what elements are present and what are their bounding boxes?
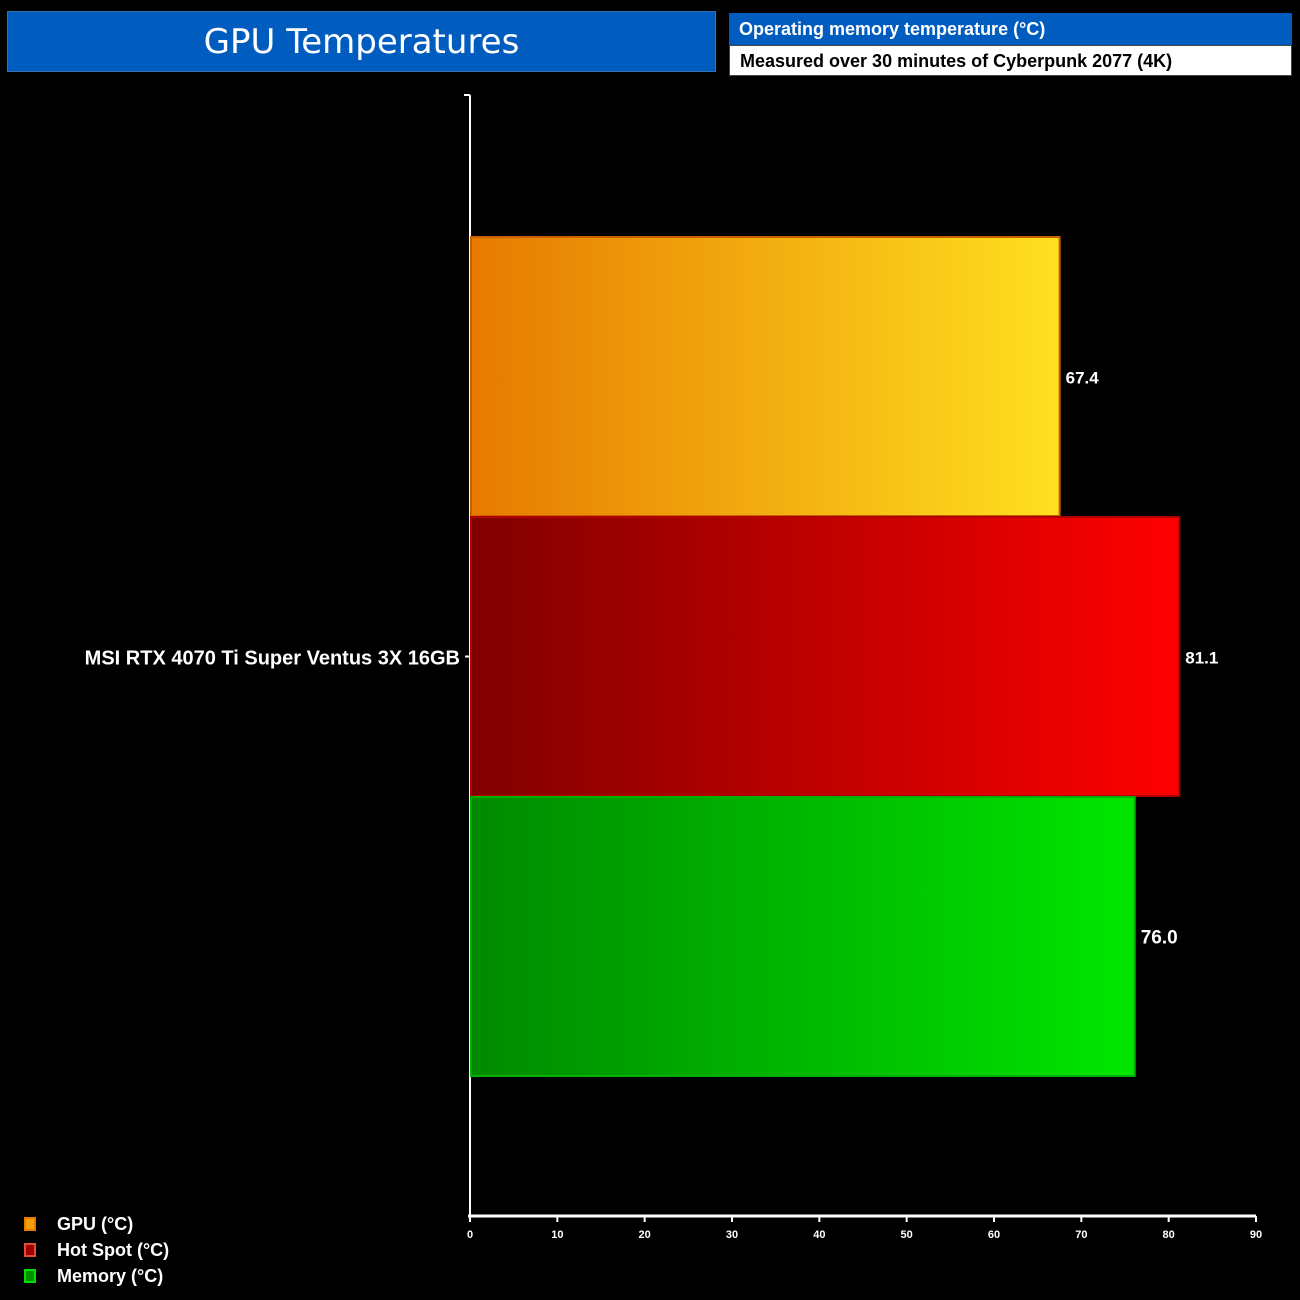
legend-swatch xyxy=(24,1243,36,1257)
data-label: 81.1 xyxy=(1185,649,1218,668)
legend-item-hotspot: Hot Spot (°C) xyxy=(24,1237,169,1263)
x-tick-label: 30 xyxy=(726,1229,738,1241)
x-tick-label: 80 xyxy=(1163,1229,1175,1241)
data-label: 67.4 xyxy=(1066,369,1100,388)
x-tick-label: 50 xyxy=(901,1229,913,1241)
legend-item-memory: Memory (°C) xyxy=(24,1263,169,1289)
x-tick-label: 70 xyxy=(1075,1229,1087,1241)
x-tick-label: 0 xyxy=(467,1229,473,1241)
x-tick-label: 40 xyxy=(813,1229,825,1241)
legend-label: GPU (°C) xyxy=(57,1213,134,1234)
chart-note: Measured over 30 minutes of Cyberpunk 20… xyxy=(729,45,1292,76)
x-tick-label: 20 xyxy=(639,1229,651,1241)
bar-0 xyxy=(470,236,1061,517)
legend: GPU (°C) Hot Spot (°C) Memory (°C) xyxy=(24,1211,169,1289)
legend-item-gpu: GPU (°C) xyxy=(24,1211,169,1237)
bar-2 xyxy=(470,796,1136,1077)
chart-subtitle: Operating memory temperature (°C) xyxy=(729,13,1292,45)
x-tick-label: 60 xyxy=(988,1229,1000,1241)
chart-title: GPU Temperatures xyxy=(7,11,716,72)
data-label: 76.0 xyxy=(1141,928,1178,949)
category-label: MSI RTX 4070 Ti Super Ventus 3X 16GB xyxy=(85,648,460,670)
legend-swatch xyxy=(24,1269,36,1283)
x-tick-label: 10 xyxy=(551,1229,563,1241)
legend-swatch xyxy=(24,1217,36,1231)
x-tick-label: 90 xyxy=(1250,1229,1262,1241)
bar-1 xyxy=(470,516,1181,797)
legend-label: Hot Spot (°C) xyxy=(57,1239,170,1260)
legend-label: Memory (°C) xyxy=(57,1265,164,1286)
